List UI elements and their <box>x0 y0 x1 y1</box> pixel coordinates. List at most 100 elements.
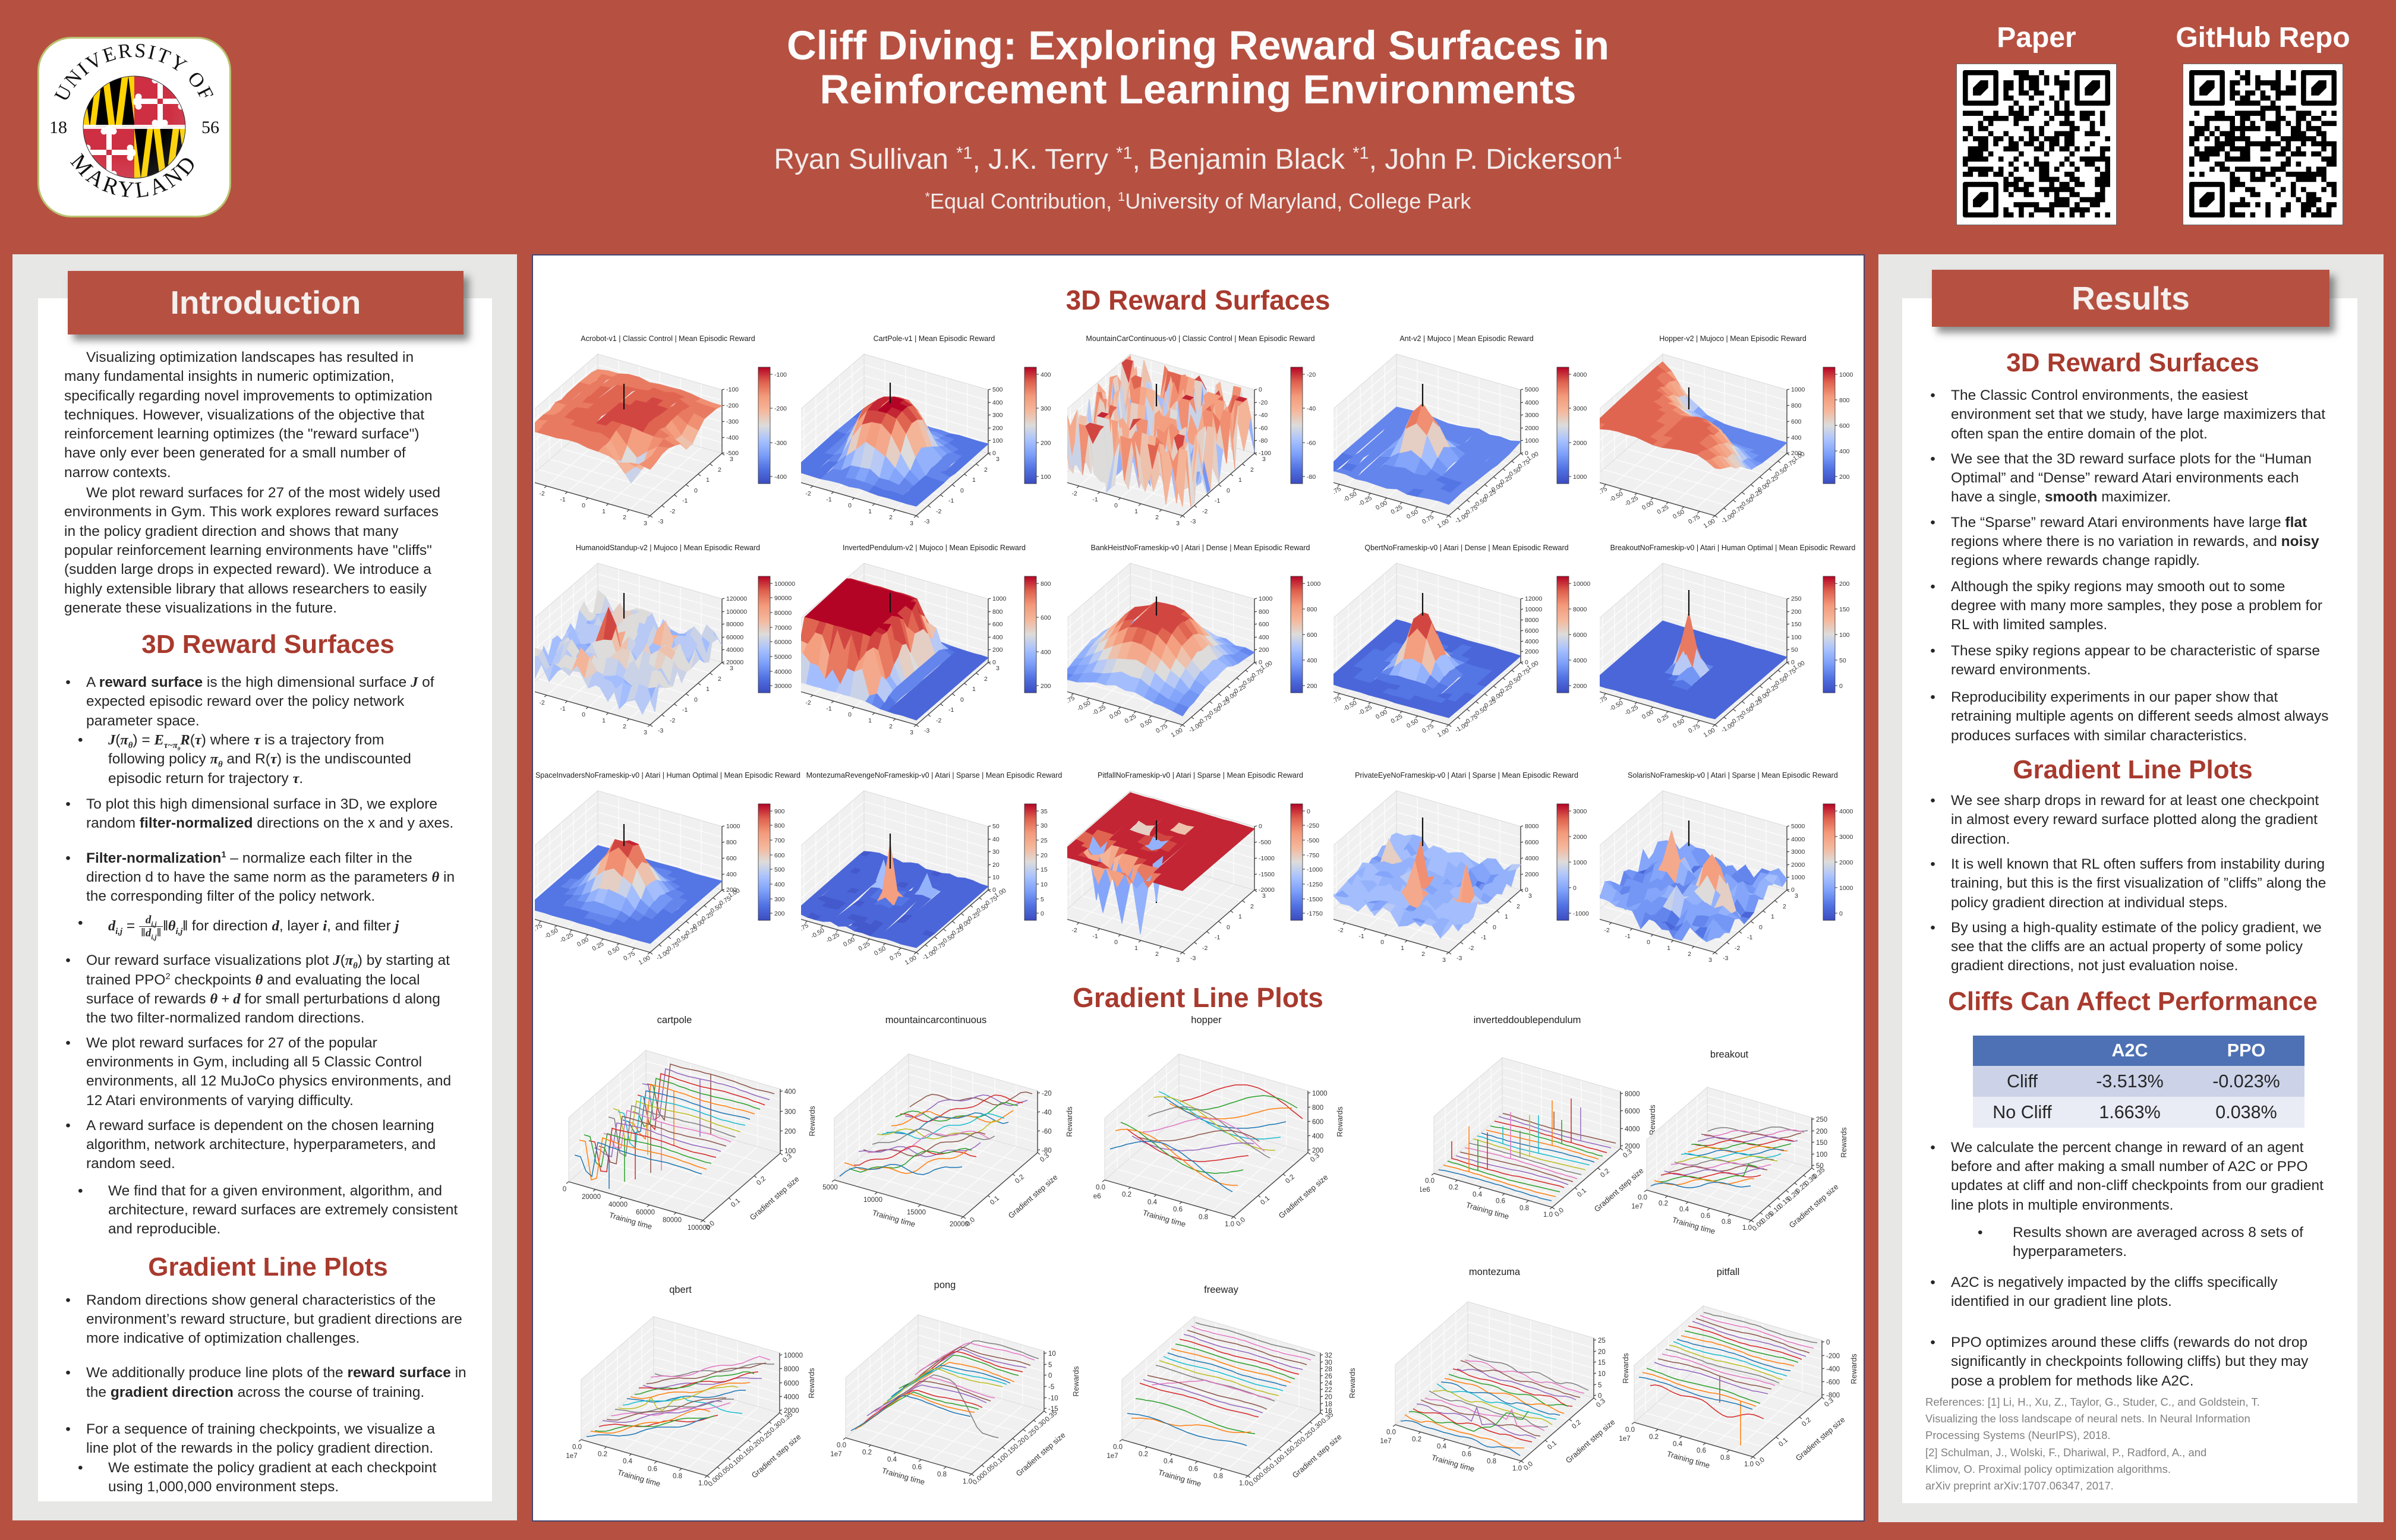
svg-text:0.6: 0.6 <box>912 1464 922 1471</box>
svg-text:8000: 8000 <box>1573 606 1587 613</box>
svg-text:10: 10 <box>1041 881 1048 888</box>
svg-text:6000: 6000 <box>1525 839 1539 846</box>
svg-text:100: 100 <box>992 437 1003 444</box>
svg-text:0.6: 0.6 <box>1697 1447 1706 1454</box>
svg-text:100: 100 <box>1839 632 1850 639</box>
svg-text:-2: -2 <box>1071 490 1077 497</box>
svg-text:-500: -500 <box>1259 839 1271 846</box>
svg-text:2: 2 <box>1783 903 1786 910</box>
svg-text:200: 200 <box>784 1128 796 1135</box>
svg-text:SolarisNoFrameskip-v0 | Atari: SolarisNoFrameskip-v0 | Atari | Sparse |… <box>1628 771 1838 780</box>
svg-text:3: 3 <box>1262 456 1266 463</box>
svg-text:-2: -2 <box>936 717 941 724</box>
svg-text:400: 400 <box>774 881 785 888</box>
svg-text:-0.25: -0.25 <box>1623 703 1640 717</box>
svg-text:0: 0 <box>1759 924 1763 931</box>
svg-text:400: 400 <box>1839 448 1850 455</box>
svg-text:3: 3 <box>1795 892 1798 900</box>
svg-text:-300: -300 <box>726 418 739 425</box>
svg-text:0: 0 <box>1525 886 1528 894</box>
svg-text:5000: 5000 <box>1525 386 1539 393</box>
svg-text:0: 0 <box>848 502 852 509</box>
svg-text:30000: 30000 <box>774 683 792 690</box>
svg-text:-1: -1 <box>682 706 688 714</box>
svg-text:300: 300 <box>992 412 1003 419</box>
svg-text:0.2: 0.2 <box>1284 1173 1296 1185</box>
svg-text:4000: 4000 <box>1625 1126 1640 1133</box>
svg-text:100: 100 <box>1041 474 1051 481</box>
svg-text:1000: 1000 <box>1307 580 1321 588</box>
svg-text:3: 3 <box>730 665 733 672</box>
svg-text:2000: 2000 <box>1525 648 1539 655</box>
svg-text:400: 400 <box>784 1088 796 1096</box>
svg-text:2: 2 <box>1155 951 1159 958</box>
svg-text:400: 400 <box>1307 657 1317 664</box>
svg-text:0.2: 0.2 <box>1649 1434 1659 1441</box>
svg-text:6000: 6000 <box>784 1380 799 1387</box>
svg-text:3000: 3000 <box>1525 412 1539 419</box>
svg-text:1: 1 <box>706 476 710 484</box>
svg-text:Rewards: Rewards <box>1071 1366 1080 1397</box>
svg-text:0.25: 0.25 <box>1390 713 1404 725</box>
svg-text:600: 600 <box>1839 422 1850 430</box>
svg-text:150: 150 <box>1816 1140 1827 1147</box>
svg-text:Rewards: Rewards <box>807 1368 816 1399</box>
svg-text:-2: -2 <box>1071 927 1077 934</box>
svg-text:1.0: 1.0 <box>1512 1465 1522 1472</box>
svg-text:80000: 80000 <box>726 621 743 628</box>
svg-text:-1500: -1500 <box>1307 896 1323 903</box>
svg-text:-1000: -1000 <box>1259 855 1275 862</box>
svg-text:10000: 10000 <box>863 1197 882 1204</box>
svg-text:3: 3 <box>1708 957 1712 964</box>
svg-text:4000: 4000 <box>1791 836 1805 843</box>
svg-text:-1: -1 <box>560 705 565 712</box>
svg-text:0.2: 0.2 <box>1599 1167 1611 1179</box>
svg-text:-600: -600 <box>1826 1379 1840 1386</box>
svg-text:15: 15 <box>1598 1359 1606 1367</box>
svg-text:0: 0 <box>1048 1372 1052 1380</box>
svg-text:QbertNoFrameskip-v0 | Atari |: QbertNoFrameskip-v0 | Atari | Dense | Me… <box>1364 544 1568 552</box>
svg-text:-0.75: -0.75 <box>1333 485 1342 498</box>
svg-text:2000: 2000 <box>1839 859 1853 866</box>
svg-text:HumanoidStandup-v2 | Mujoco |: HumanoidStandup-v2 | Mujoco | Mean Episo… <box>576 544 760 552</box>
svg-text:3000: 3000 <box>1573 405 1587 412</box>
svg-text:0: 0 <box>1380 939 1384 946</box>
svg-text:800: 800 <box>1307 606 1317 613</box>
svg-text:3000: 3000 <box>1573 808 1587 815</box>
svg-text:1e7: 1e7 <box>1380 1438 1391 1445</box>
svg-text:4000: 4000 <box>1525 638 1539 645</box>
svg-text:PitfallNoFrameskip-v0 | Atari: PitfallNoFrameskip-v0 | Atari | Sparse |… <box>1098 771 1303 780</box>
svg-text:600: 600 <box>1041 614 1051 621</box>
svg-text:800: 800 <box>774 822 785 829</box>
svg-text:50: 50 <box>1839 657 1846 664</box>
svg-text:0: 0 <box>563 1186 566 1193</box>
svg-text:600: 600 <box>992 621 1003 628</box>
svg-text:-3: -3 <box>1190 518 1196 525</box>
svg-text:MontezumaRevengeNoFrameskip-v0: MontezumaRevengeNoFrameskip-v0 | Atari |… <box>806 771 1063 780</box>
svg-text:-2: -2 <box>670 508 675 515</box>
svg-text:10: 10 <box>1598 1371 1606 1378</box>
svg-text:8000: 8000 <box>1525 823 1539 830</box>
svg-text:-2: -2 <box>539 490 544 497</box>
svg-text:1.00: 1.00 <box>1170 727 1184 739</box>
svg-text:800: 800 <box>1041 580 1051 588</box>
svg-text:2000: 2000 <box>1791 861 1805 869</box>
svg-text:0: 0 <box>992 659 996 666</box>
svg-text:200: 200 <box>1791 450 1802 457</box>
svg-text:-0.75: -0.75 <box>1333 695 1342 708</box>
svg-text:0: 0 <box>1114 502 1118 509</box>
svg-text:25: 25 <box>1598 1337 1606 1345</box>
svg-text:-1250: -1250 <box>1307 881 1323 888</box>
svg-text:-300: -300 <box>774 440 787 447</box>
svg-text:20: 20 <box>1325 1394 1332 1401</box>
svg-text:-3: -3 <box>1190 955 1196 962</box>
svg-text:6000: 6000 <box>1525 627 1539 635</box>
svg-text:-2: -2 <box>670 717 675 724</box>
svg-text:-0.75: -0.75 <box>1600 695 1609 708</box>
svg-text:0.4: 0.4 <box>887 1456 897 1463</box>
svg-text:4000: 4000 <box>1573 371 1587 378</box>
svg-text:-400: -400 <box>726 434 739 441</box>
svg-text:1000: 1000 <box>1312 1090 1328 1097</box>
svg-text:-3: -3 <box>1723 955 1728 962</box>
svg-text:-400: -400 <box>1826 1366 1840 1373</box>
